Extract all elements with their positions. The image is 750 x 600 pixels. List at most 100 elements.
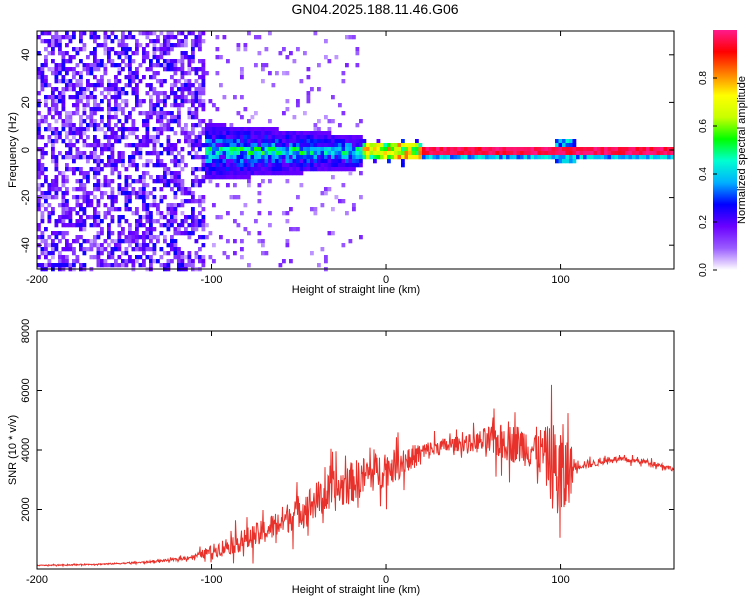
heatmap-cell <box>215 123 220 128</box>
heatmap-cell <box>131 263 136 268</box>
heatmap-cell <box>299 151 304 156</box>
heatmap-cell <box>198 155 202 160</box>
heatmap-cell <box>114 83 118 88</box>
heatmap-cell <box>110 87 115 92</box>
heatmap-cell <box>124 51 129 56</box>
heatmap-cell <box>65 123 69 128</box>
heatmap-cell <box>58 95 62 100</box>
heatmap-cell <box>457 151 461 156</box>
heatmap-cell <box>173 211 178 216</box>
heatmap-cell <box>394 151 398 156</box>
heatmap-cell <box>275 131 279 136</box>
heatmap-cell <box>240 71 244 76</box>
heatmap-cell <box>163 183 167 188</box>
heatmap-cell <box>142 203 146 208</box>
heatmap-cell <box>163 51 167 56</box>
heatmap-cell <box>142 207 146 212</box>
heatmap-cell <box>54 135 59 140</box>
heatmap-cell <box>138 111 143 116</box>
snr-ticks <box>36 330 674 569</box>
heatmap-cell <box>103 87 108 92</box>
heatmap-cell <box>268 159 272 164</box>
heatmap-cell <box>289 147 293 152</box>
heatmap-cell <box>58 79 62 84</box>
heatmap-cell <box>635 151 640 156</box>
heatmap-cell <box>264 167 269 172</box>
heatmap-cell <box>145 51 150 56</box>
heatmap-cell <box>180 191 185 196</box>
heatmap-cell <box>436 155 440 160</box>
heatmap-cell <box>303 159 307 164</box>
heatmap-cell <box>163 215 167 220</box>
heatmap-cell <box>159 63 164 68</box>
heatmap-cell <box>310 143 314 148</box>
heatmap-cell <box>72 135 76 140</box>
heatmap-cell <box>72 159 76 164</box>
heatmap-cell <box>44 251 48 256</box>
heatmap-cell <box>170 59 174 64</box>
heatmap-cell <box>40 263 45 268</box>
heatmap-cell <box>93 239 97 244</box>
heatmap-cell <box>114 35 118 40</box>
heatmap-cell <box>282 111 286 116</box>
heatmap-cell <box>37 235 41 240</box>
heatmap-cell <box>135 191 139 196</box>
spectrogram-ytick-label: 40 <box>20 49 32 61</box>
heatmap-cell <box>184 35 188 40</box>
heatmap-cell <box>219 143 223 148</box>
heatmap-cell <box>187 191 192 196</box>
heatmap-cell <box>278 159 283 164</box>
heatmap-cell <box>219 163 223 168</box>
heatmap-cell <box>142 31 146 36</box>
heatmap-cell <box>79 263 83 268</box>
heatmap-cell <box>44 143 48 148</box>
heatmap-cell <box>128 111 132 116</box>
heatmap-cell <box>103 183 108 188</box>
heatmap-cell <box>58 47 62 52</box>
heatmap-cell <box>149 63 153 68</box>
heatmap-cell <box>257 139 262 144</box>
colorbar-tick-label: 0.8 <box>698 71 709 85</box>
heatmap-cell <box>317 167 321 172</box>
heatmap-cell <box>103 259 108 264</box>
heatmap-cell <box>58 171 62 176</box>
heatmap-cell <box>145 227 150 232</box>
heatmap-cell <box>177 31 181 36</box>
heatmap-cell <box>313 127 318 132</box>
heatmap-cell <box>359 155 363 160</box>
heatmap-cell <box>145 151 150 156</box>
heatmap-cell <box>68 223 73 228</box>
heatmap-cell <box>58 39 62 44</box>
heatmap-cell <box>268 151 272 156</box>
heatmap-cell <box>103 175 108 180</box>
heatmap-cell <box>509 155 514 160</box>
heatmap-cell <box>387 155 391 160</box>
heatmap-cell <box>324 167 328 172</box>
heatmap-cell <box>271 167 276 172</box>
heatmap-cell <box>240 131 244 136</box>
heatmap-cell <box>544 151 549 156</box>
heatmap-cell <box>149 115 153 120</box>
heatmap-cell <box>37 175 41 180</box>
heatmap-cell <box>275 163 279 168</box>
heatmap-cell <box>166 39 171 44</box>
heatmap-cell <box>660 155 664 160</box>
heatmap-cell <box>425 155 430 160</box>
heatmap-cell <box>345 159 349 164</box>
heatmap-cell <box>520 147 524 152</box>
heatmap-cell <box>173 99 178 104</box>
heatmap-cell <box>75 255 80 260</box>
heatmap-cell <box>250 167 255 172</box>
heatmap-cell <box>341 163 346 168</box>
heatmap-cell <box>586 147 591 152</box>
heatmap-cell <box>299 143 304 148</box>
heatmap-cell <box>173 155 178 160</box>
heatmap-cell <box>124 239 129 244</box>
heatmap-cell <box>65 203 69 208</box>
heatmap-cell <box>79 39 83 44</box>
heatmap-cell <box>187 59 192 64</box>
heatmap-cell <box>82 151 87 156</box>
heatmap-cell <box>114 263 118 268</box>
heatmap-cell <box>646 155 650 160</box>
heatmap-cell <box>149 203 153 208</box>
